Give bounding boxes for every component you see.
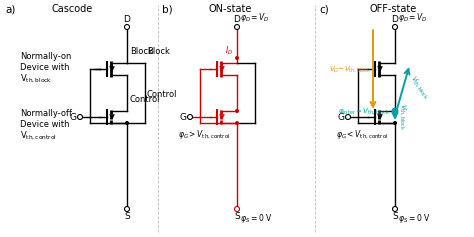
Text: Control: Control [147, 90, 177, 99]
Text: S: S [234, 212, 240, 221]
Text: c): c) [319, 4, 329, 14]
Text: V$_{\rm th,control}$: V$_{\rm th,control}$ [20, 130, 57, 142]
Text: D: D [392, 15, 399, 24]
Circle shape [393, 121, 397, 125]
Text: b): b) [162, 4, 173, 14]
Text: Normally-off
Device with: Normally-off Device with [20, 109, 72, 129]
Text: ON-state: ON-state [208, 4, 252, 14]
Circle shape [235, 121, 239, 125]
Text: D: D [124, 15, 130, 24]
Text: G: G [338, 113, 345, 122]
Text: Block: Block [130, 46, 153, 55]
Text: $V_{\rm th,block}$: $V_{\rm th,block}$ [408, 73, 432, 101]
Text: Block: Block [147, 46, 170, 55]
Text: a): a) [5, 4, 15, 14]
Text: $\varphi_D = V_D$: $\varphi_D = V_D$ [240, 11, 270, 24]
Text: D: D [234, 15, 240, 24]
Text: S: S [392, 212, 398, 221]
Circle shape [235, 206, 239, 211]
Text: $\varphi_S = 0\ \rm V$: $\varphi_S = 0\ \rm V$ [398, 212, 430, 225]
Circle shape [235, 24, 239, 29]
Text: Cascode: Cascode [51, 4, 92, 14]
Text: $\varphi_{\rm inter} = V_{\rm th,block}$: $\varphi_{\rm inter} = V_{\rm th,block}$ [338, 106, 390, 116]
Text: Normally-on
Device with: Normally-on Device with [20, 52, 72, 72]
Text: $V_{\rm th,block}$: $V_{\rm th,block}$ [398, 103, 408, 131]
Text: S: S [124, 212, 130, 221]
Circle shape [392, 206, 398, 211]
Text: Control: Control [130, 95, 161, 104]
Circle shape [188, 114, 192, 119]
Circle shape [392, 108, 399, 114]
Text: $\varphi_S = 0\ \rm V$: $\varphi_S = 0\ \rm V$ [240, 212, 273, 225]
Text: $I_D$: $I_D$ [225, 45, 233, 57]
Text: OFF-state: OFF-state [369, 4, 417, 14]
Circle shape [235, 109, 239, 113]
Circle shape [125, 206, 129, 211]
Text: G: G [70, 113, 77, 122]
Text: G: G [180, 113, 187, 122]
Text: V$_{\rm th,block}$: V$_{\rm th,block}$ [20, 73, 52, 85]
Text: $\varphi_D = V_D$: $\varphi_D = V_D$ [398, 11, 428, 24]
Circle shape [125, 121, 129, 125]
Text: $V_D\!-\!V_{\rm th,block}$: $V_D\!-\!V_{\rm th,block}$ [328, 64, 371, 74]
Circle shape [346, 114, 350, 119]
Circle shape [392, 24, 398, 29]
Circle shape [235, 56, 239, 60]
Circle shape [78, 114, 82, 119]
Text: $\varphi_G > V_{\rm th,control}$: $\varphi_G > V_{\rm th,control}$ [178, 128, 230, 141]
Text: $\varphi_G < V_{\rm th,control}$: $\varphi_G < V_{\rm th,control}$ [336, 128, 388, 141]
Circle shape [125, 24, 129, 29]
